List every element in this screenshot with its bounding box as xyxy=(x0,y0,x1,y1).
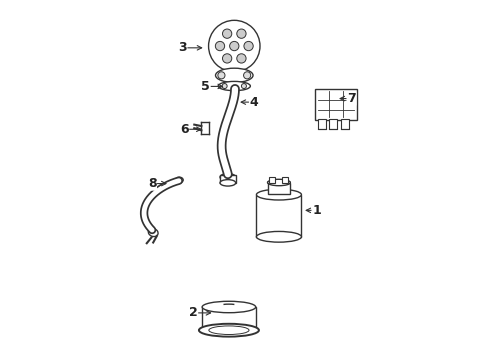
Bar xyxy=(315,89,357,120)
Bar xyxy=(329,119,337,129)
Circle shape xyxy=(222,54,232,63)
Ellipse shape xyxy=(220,180,236,186)
Ellipse shape xyxy=(199,324,259,337)
Text: 3: 3 xyxy=(178,41,187,54)
Circle shape xyxy=(244,72,251,79)
Circle shape xyxy=(215,41,224,51)
Text: 5: 5 xyxy=(201,80,210,93)
Text: 8: 8 xyxy=(148,177,156,190)
Circle shape xyxy=(222,29,232,38)
Circle shape xyxy=(218,72,225,79)
Bar xyxy=(220,175,236,183)
Circle shape xyxy=(244,41,253,51)
Circle shape xyxy=(242,84,246,89)
Ellipse shape xyxy=(268,179,291,186)
Circle shape xyxy=(230,41,239,51)
Ellipse shape xyxy=(220,174,236,181)
Bar xyxy=(282,177,288,183)
Ellipse shape xyxy=(216,68,253,82)
Circle shape xyxy=(237,29,246,38)
Ellipse shape xyxy=(256,231,301,242)
Text: 6: 6 xyxy=(180,123,189,136)
Ellipse shape xyxy=(256,189,301,200)
Text: 7: 7 xyxy=(347,92,356,105)
Circle shape xyxy=(237,54,246,63)
Text: 4: 4 xyxy=(249,96,258,109)
Bar xyxy=(256,195,301,237)
Circle shape xyxy=(222,84,227,89)
Ellipse shape xyxy=(148,229,158,237)
Bar xyxy=(341,119,349,129)
Bar xyxy=(268,183,291,194)
Bar xyxy=(269,177,275,183)
Circle shape xyxy=(209,20,260,72)
Text: 1: 1 xyxy=(312,204,321,217)
Ellipse shape xyxy=(218,81,250,91)
Bar xyxy=(202,307,256,330)
Ellipse shape xyxy=(175,177,183,183)
Text: 2: 2 xyxy=(189,306,197,319)
Ellipse shape xyxy=(202,301,256,313)
Bar xyxy=(318,119,326,129)
